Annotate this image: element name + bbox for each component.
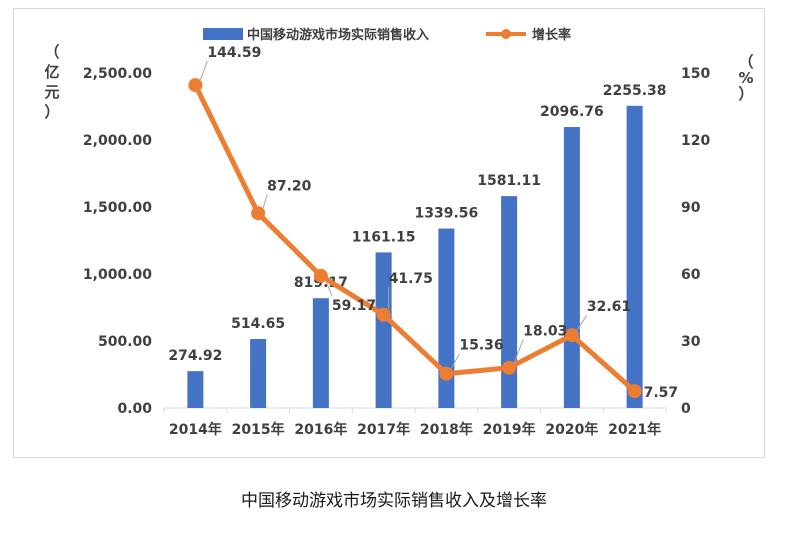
bar-data-labels: 274.92 514.65 819.17 1161.15 1339.56 1581.11 2… xyxy=(168,83,666,364)
legend-bar-label: 中国移动游戏市场实际销售收入 xyxy=(247,27,429,43)
leader-lines xyxy=(199,60,588,369)
bar-data-label: 514.65 xyxy=(231,316,285,332)
line-point xyxy=(251,206,266,221)
line-data-label: 7.57 xyxy=(644,385,679,401)
bar-data-label: 1161.15 xyxy=(352,229,416,245)
right-axis-tick-label: 30 xyxy=(681,334,701,350)
figure-caption: 中国移动游戏市场实际销售收入及增长率 xyxy=(241,491,547,511)
left-axis-unit-label: （ 亿元 ） xyxy=(44,43,59,121)
right-axis-unit-char: % xyxy=(738,69,753,87)
left-axis-tick-label: 2,500.00 xyxy=(83,66,152,82)
bar xyxy=(501,196,518,408)
line-data-label: 59.17 xyxy=(332,298,376,314)
legend-line-marker xyxy=(501,29,511,39)
line-point xyxy=(188,78,203,93)
leader-line xyxy=(513,339,524,363)
leader-line xyxy=(199,60,208,81)
bar xyxy=(187,371,204,408)
x-axis-tick-label: 2021年 xyxy=(608,421,661,438)
line-series xyxy=(188,78,642,399)
combo-chart: 中国移动游戏市场实际销售收入 增长率 （亿元） （%） 0.00500.001,… xyxy=(44,27,753,438)
line-data-label: 15.36 xyxy=(459,338,503,354)
line-data-label: 144.59 xyxy=(207,45,261,61)
line-data-label: 87.20 xyxy=(267,178,312,194)
bar-data-label: 2255.38 xyxy=(603,83,667,99)
left-axis-ticks: 0.00 500.00 1,000.00 1,500.00 2,000.00 2,500.… xyxy=(83,66,152,417)
x-axis-tick-marks xyxy=(163,408,667,413)
right-axis-tick-label: 60 xyxy=(681,267,701,283)
right-axis-unit-char: （ xyxy=(738,53,753,71)
bar xyxy=(375,252,392,408)
bar-data-label: 1581.11 xyxy=(477,173,541,189)
left-axis-tick-label: 0.00 xyxy=(117,401,152,417)
line-data-labels: 144.59 87.20 59.17 41.75 15.36 18.03 32.61 7.57 xyxy=(207,45,678,401)
right-axis-tick-label: 0 xyxy=(681,401,691,417)
bar xyxy=(250,339,267,408)
left-axis-tick-label: 1,000.00 xyxy=(83,267,152,283)
x-axis-tick-label: 2014年 xyxy=(169,421,222,438)
x-axis-tick-label: 2016年 xyxy=(294,421,347,438)
left-axis-tick-label: 500.00 xyxy=(98,334,152,350)
line-point xyxy=(627,384,642,399)
bar xyxy=(438,228,455,408)
bar-data-label: 2096.76 xyxy=(540,104,604,120)
left-axis-unit-char: ） xyxy=(44,103,59,121)
line-point xyxy=(439,366,454,381)
line-point xyxy=(376,307,391,322)
bar-series xyxy=(187,105,643,409)
legend: 中国移动游戏市场实际销售收入 增长率 xyxy=(203,27,571,43)
bar xyxy=(563,127,580,409)
bar-data-label: 819.17 xyxy=(294,275,348,291)
left-axis-tick-label: 2,000.00 xyxy=(83,133,152,149)
legend-bar-swatch xyxy=(203,28,243,40)
x-axis-tick-label: 2018年 xyxy=(420,421,473,438)
line-point xyxy=(564,328,579,343)
leader-line xyxy=(450,353,460,369)
right-axis-ticks: 0 30 60 90 120 150 xyxy=(681,66,710,417)
x-axis-ticks: 2014年 2015年 2016年 2017年 2018年 2019年 2020年 2021年 xyxy=(169,421,661,438)
bar-data-label: 274.92 xyxy=(168,348,222,364)
line-data-label: 41.75 xyxy=(389,271,433,287)
x-axis-tick-label: 2020年 xyxy=(545,421,598,438)
right-axis-tick-label: 150 xyxy=(681,66,710,82)
right-axis-tick-label: 120 xyxy=(681,133,710,149)
x-axis-tick-label: 2017年 xyxy=(357,421,410,438)
leader-line xyxy=(325,280,333,297)
bar xyxy=(626,105,643,408)
chart-frame: 中国移动游戏市场实际销售收入 增长率 （亿元） （%） 0.00 500.00 1,… xyxy=(13,8,765,458)
line-data-label: 32.61 xyxy=(587,299,631,315)
leader-line xyxy=(576,314,588,331)
left-axis-unit-char: 亿 xyxy=(44,63,59,81)
leader-line xyxy=(262,194,268,209)
right-axis-tick-label: 90 xyxy=(681,200,701,216)
line-point xyxy=(313,268,328,283)
growth-rate-line xyxy=(192,82,638,394)
left-axis-unit-char: （ xyxy=(44,43,59,61)
bar xyxy=(312,298,329,408)
left-axis-tick-label: 1,500.00 xyxy=(83,200,152,216)
x-axis-tick-label: 2015年 xyxy=(232,421,285,438)
line-data-label: 18.03 xyxy=(523,324,567,340)
right-axis-unit-char: ） xyxy=(738,85,753,103)
x-axis-tick-label: 2019年 xyxy=(483,421,536,438)
left-axis-unit-char: 元 xyxy=(44,83,59,101)
bar-data-label: 1339.56 xyxy=(414,205,478,221)
right-axis-unit-label: （%） xyxy=(738,53,753,103)
line-point xyxy=(502,360,517,375)
legend-line-label: 增长率 xyxy=(532,27,571,43)
